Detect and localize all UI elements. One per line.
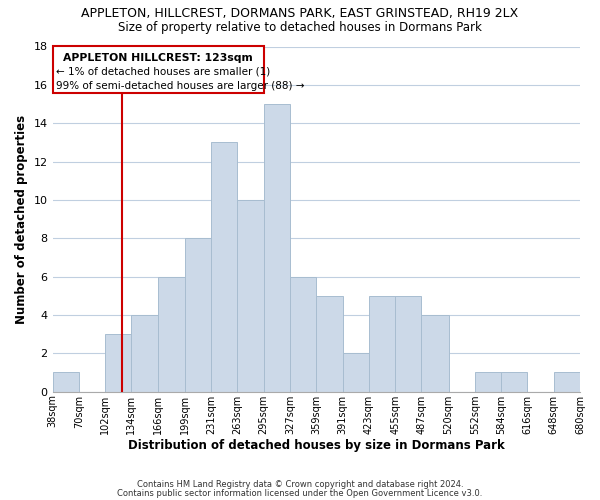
Text: Size of property relative to detached houses in Dormans Park: Size of property relative to detached ho… xyxy=(118,21,482,34)
Text: ← 1% of detached houses are smaller (1): ← 1% of detached houses are smaller (1) xyxy=(56,66,270,76)
Bar xyxy=(290,276,316,392)
Bar xyxy=(316,296,343,392)
Bar xyxy=(421,315,449,392)
Bar xyxy=(554,372,580,392)
Text: APPLETON, HILLCREST, DORMANS PARK, EAST GRINSTEAD, RH19 2LX: APPLETON, HILLCREST, DORMANS PARK, EAST … xyxy=(82,8,518,20)
Text: Contains HM Land Registry data © Crown copyright and database right 2024.: Contains HM Land Registry data © Crown c… xyxy=(137,480,463,489)
Bar xyxy=(238,200,263,392)
Bar xyxy=(343,354,369,392)
Bar xyxy=(185,238,211,392)
Bar xyxy=(501,372,527,392)
Bar xyxy=(369,296,395,392)
Bar xyxy=(53,372,79,392)
Bar xyxy=(395,296,421,392)
Bar xyxy=(53,46,263,94)
Bar xyxy=(105,334,131,392)
Y-axis label: Number of detached properties: Number of detached properties xyxy=(15,114,28,324)
Bar xyxy=(158,276,185,392)
Text: APPLETON HILLCREST: 123sqm: APPLETON HILLCREST: 123sqm xyxy=(63,53,253,63)
Bar xyxy=(211,142,238,392)
Bar xyxy=(263,104,290,392)
X-axis label: Distribution of detached houses by size in Dormans Park: Distribution of detached houses by size … xyxy=(128,440,505,452)
Bar xyxy=(475,372,501,392)
Text: Contains public sector information licensed under the Open Government Licence v3: Contains public sector information licen… xyxy=(118,489,482,498)
Text: 99% of semi-detached houses are larger (88) →: 99% of semi-detached houses are larger (… xyxy=(56,81,304,91)
Bar xyxy=(131,315,158,392)
